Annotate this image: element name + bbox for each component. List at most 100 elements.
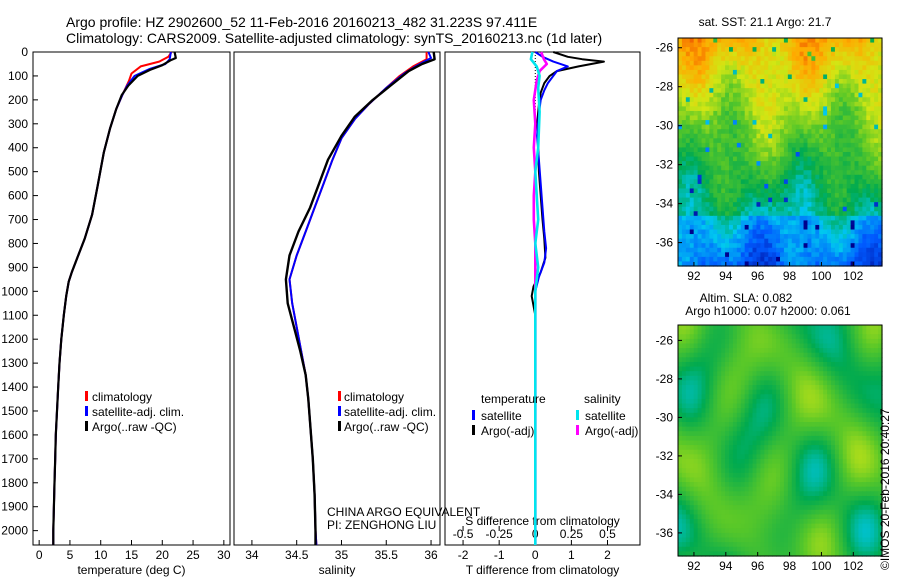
sla-map-cell [681,343,687,349]
sst-map-cell [838,69,844,76]
sla-map-cell [878,458,883,465]
sst-map-cell [795,252,801,258]
sst-map-cell [693,129,699,135]
sst-map-cell [736,110,742,117]
sla-map-cell [752,385,758,391]
sla-map-cell [729,394,734,400]
sst-map-cell [717,188,722,194]
sst-map-cell [834,229,840,235]
sst-map-cell [819,215,824,221]
sla-map-cell [874,463,879,469]
sla-map-cell [713,463,718,469]
sla-map-cell [717,412,722,418]
sst-map-cell [689,183,695,190]
sla-map-cell [756,412,761,418]
sst-map-cell [854,197,860,203]
sst-map-cell [685,206,691,212]
sla-map-cell [760,385,765,391]
sla-map-cell [783,334,789,340]
sla-map-cell [815,458,820,465]
sst-map-cell [725,74,730,80]
sla-map-cell [834,454,840,460]
sla-map-cell [783,426,789,432]
sla-map-cell [878,325,883,331]
sst-map-cell [721,69,726,76]
sst-map-cell [838,206,844,212]
sla-map-cell [701,385,707,391]
sst-map-cell [815,69,820,76]
sst-map-cell [748,156,754,162]
sst-map-cell [752,142,758,149]
sla-map-cell [783,449,789,455]
sst-map-cell [854,165,860,171]
depth-tick-label: 400 [8,141,28,155]
sla-map-cell [685,417,691,423]
sst-map-cell [787,69,793,76]
sla-map-cell [760,380,765,386]
sst-map-cell [827,83,832,89]
sla-map-cell [846,380,852,386]
sst-map-cell [748,161,754,167]
sst-map-cell [838,129,844,135]
sla-map-cell [721,491,726,497]
sla-map-cell [713,375,718,382]
sst-map-cell [689,101,695,107]
sst-map-cell [701,179,707,185]
sla-map-cell [787,440,793,446]
sst-map-cell [744,120,750,126]
sst-map-cell [697,243,703,249]
sst-map-cell [685,60,691,66]
sla-map-cell [756,482,761,488]
sla-map-cell [819,426,824,432]
sst-map-cell [874,92,879,98]
sst-map-cell [850,115,856,121]
sla-map-cell [823,482,828,488]
sla-map-cell [772,348,777,354]
sst-map-cell [693,124,699,130]
sla-map-cell [866,509,871,516]
sla-map-cell [850,505,856,511]
sla-map-cell [850,394,856,400]
sst-map-cell [713,92,718,98]
sst-map-cell [697,115,703,121]
sla-map-cell [736,352,742,358]
sst-map-cell [689,247,695,253]
sst-map-cell [729,147,734,153]
sst-map-cell [717,79,722,85]
sst-map-cell [756,133,761,139]
sla-map-cell [760,334,765,340]
sla-map-cell [760,408,765,414]
sst-map-cell [838,238,844,244]
sla-map-cell [803,477,809,483]
sst-map-cell [846,110,852,117]
sst-map-cell [854,193,860,199]
sst-map-cell [760,220,765,226]
sst-map-cell [756,238,761,244]
sst-map-cell [772,170,777,176]
sla-map-cell [838,505,844,511]
sla-map-cell [862,352,867,358]
sla-map-cell [811,454,816,460]
sla-map-cell [807,398,812,405]
sst-map-cell [701,161,707,167]
sst-map-cell [732,188,738,194]
sst-map-cell [815,60,820,66]
sst-map-cell [783,88,789,94]
sst-map-cell [850,88,856,94]
sst-map-cell [862,79,867,85]
sst-map-cell [744,238,750,244]
sst-map-cell [846,74,852,80]
sla-map-cell [803,398,809,405]
sst-map-cell [850,110,856,117]
sla-map-cell [838,509,844,516]
sst-map-cell [705,142,710,149]
sla-map-cell [819,449,824,455]
sla-map-cell [705,375,710,382]
sst-map-cell [721,60,726,66]
sst-map-cell [854,51,860,57]
sla-map-cell [815,375,820,382]
sst-map-cell [827,229,832,235]
sst-map-cell [807,256,812,263]
sla-map-cell [850,477,856,483]
sla-map-cell [721,505,726,511]
